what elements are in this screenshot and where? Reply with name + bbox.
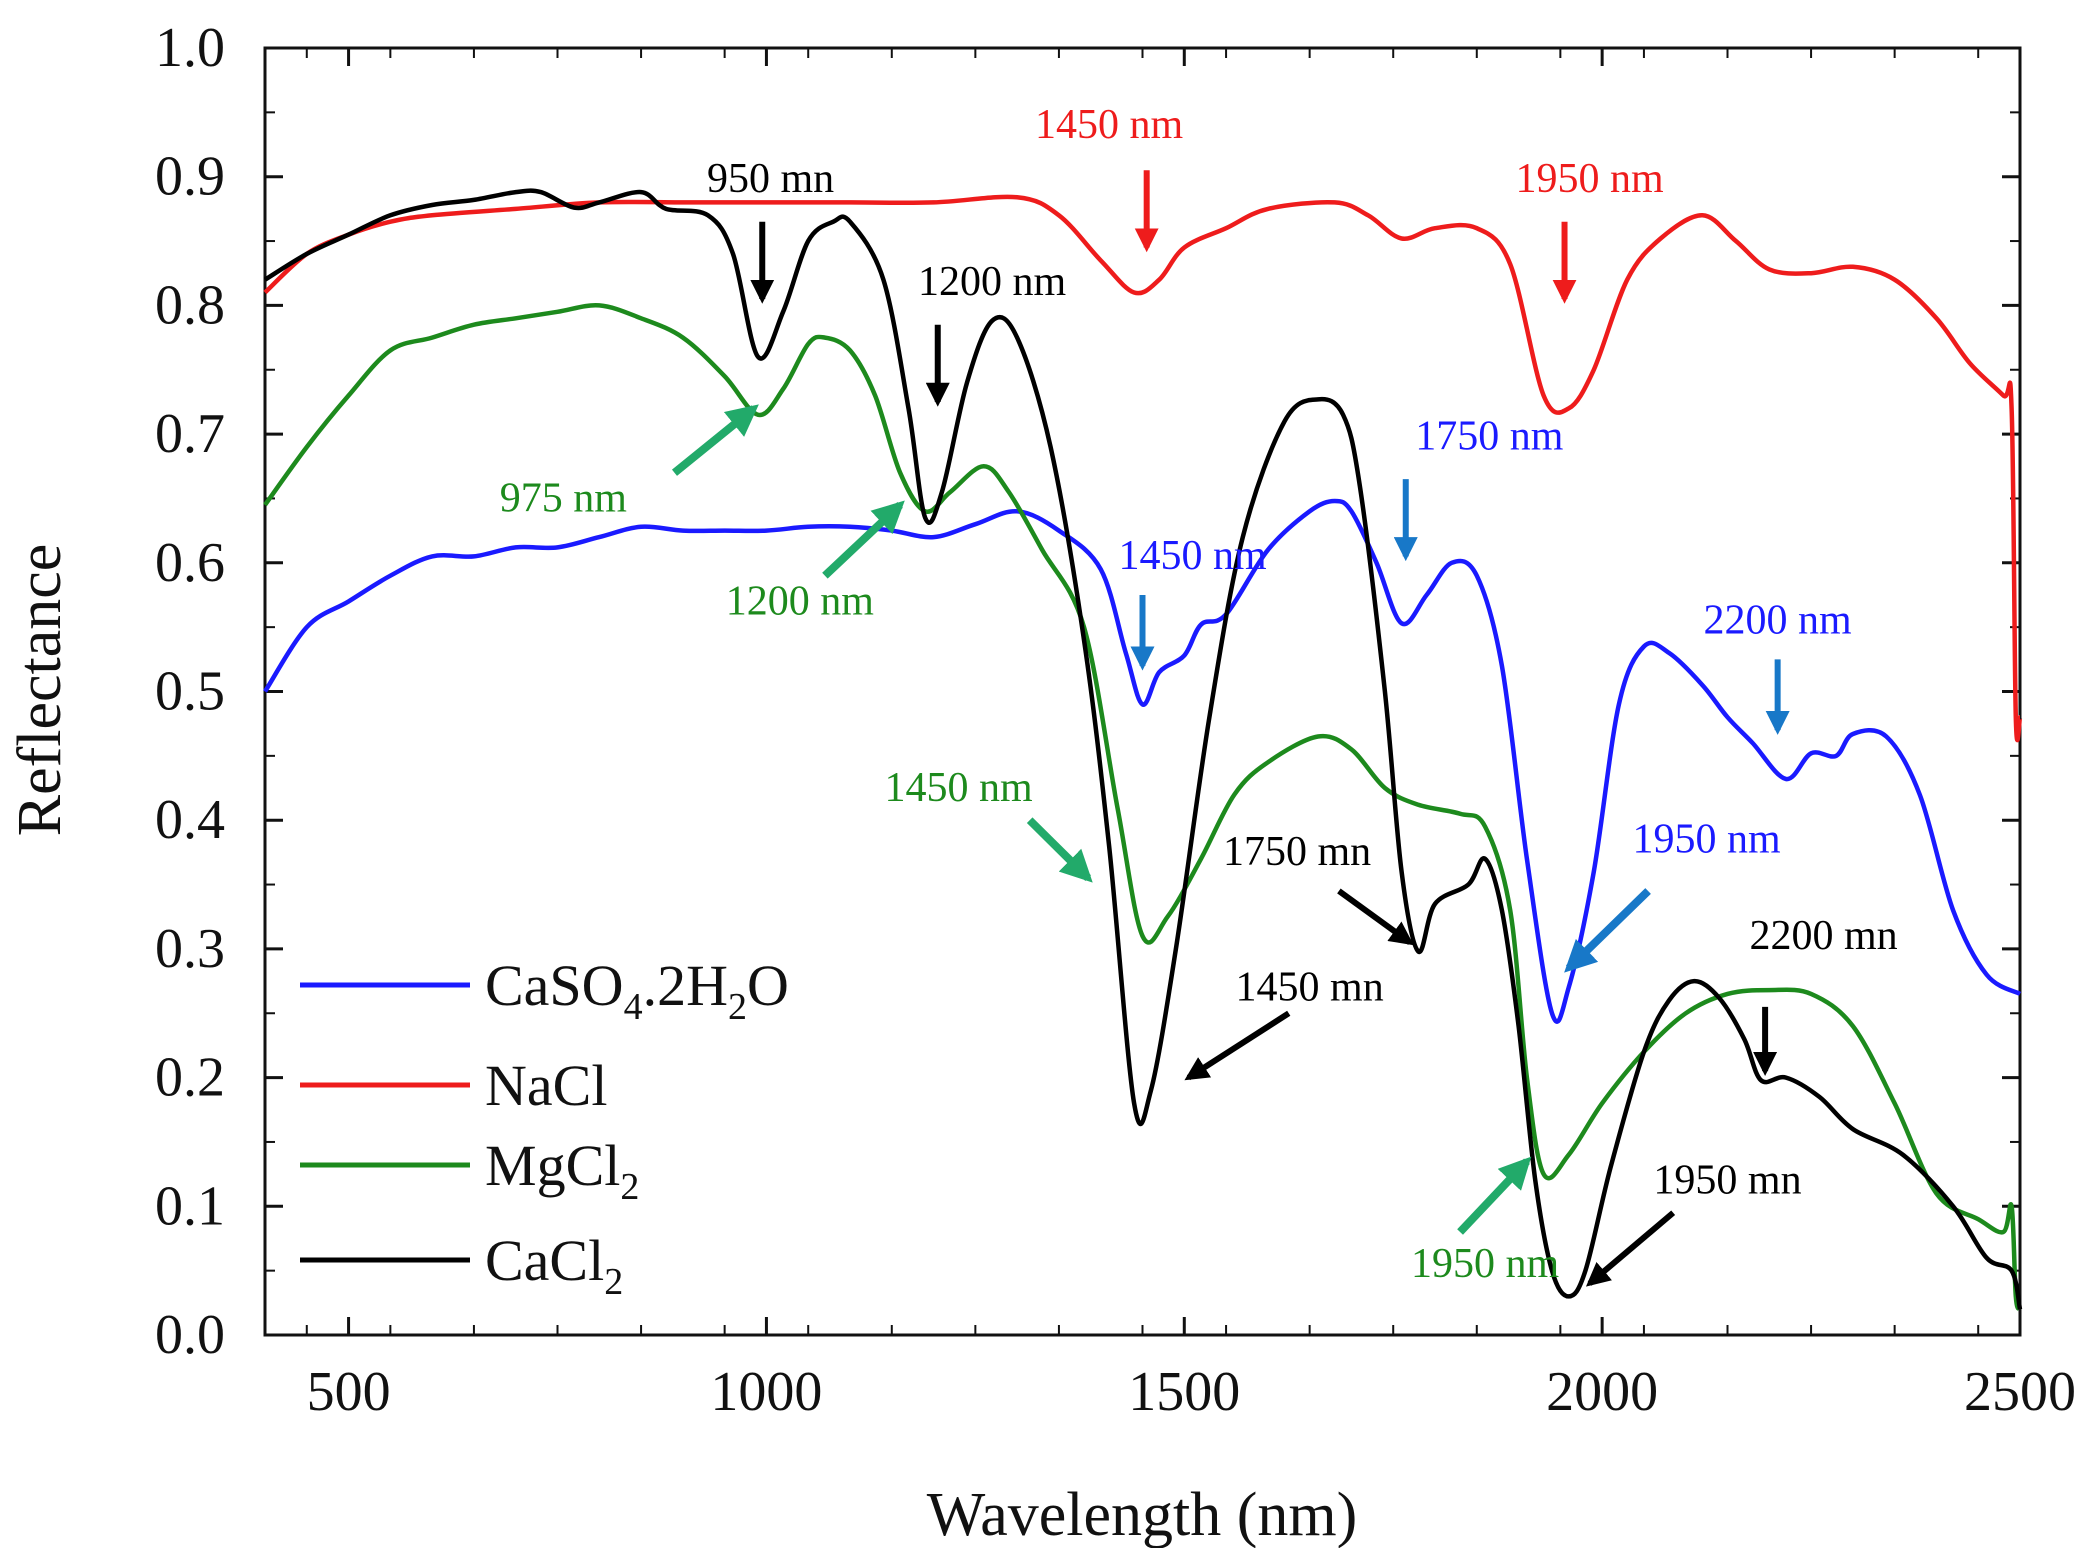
y-tick-label: 0.1 (155, 1175, 225, 1237)
annotation-label: 2200 nm (1704, 598, 1853, 644)
annotation-label: 975 nm (500, 475, 628, 521)
annotation-label: 1450 nm (1119, 533, 1268, 579)
annotation-label: 950 mn (707, 156, 834, 202)
annotation-arrow (1026, 817, 1093, 883)
y-tick-label: 1.0 (155, 17, 225, 79)
series-line-cacl2 (263, 188, 2023, 1310)
axis-ticks: 500 1000 1500 2000 2500 0.0 0.1 0.2 0.3 0.4 0.5 0.6… (155, 17, 2076, 1423)
legend-label-cacl2: CaCl2 (485, 1228, 623, 1303)
annotation-label: 1200 nm (918, 259, 1067, 305)
y-tick-label: 0.2 (155, 1047, 225, 1109)
annotation-label: 1750 mn (1223, 829, 1371, 875)
annotation-arrow (1337, 888, 1414, 946)
legend-label-mgcl2: MgCl2 (485, 1133, 639, 1208)
y-tick-label: 0.5 (155, 661, 225, 723)
annotation-label: 2200 mn (1750, 913, 1898, 959)
annotation-arrow (1457, 1156, 1532, 1235)
series-line-caso4-2h2o (263, 498, 2022, 1024)
legend-label-caso4: CaSO4.2H2O (485, 953, 789, 1028)
annotation-label: 1750 nm (1415, 414, 1564, 460)
legend: CaSO4.2H2O NaCl MgCl2 CaCl2 (300, 953, 789, 1303)
legend-label-nacl: NaCl (485, 1053, 607, 1118)
x-tick-label: 1000 (710, 1361, 822, 1423)
y-axis-title: Reflectance (6, 544, 74, 837)
series-line-nacl (263, 194, 2023, 743)
annotation-arrow (822, 500, 905, 579)
y-tick-label: 0.8 (155, 274, 225, 336)
annotation-arrow (1585, 1210, 1676, 1287)
annotation-label: 1950 nm (1411, 1241, 1560, 1287)
annotation-labels: 950 mn 1200 nm 1450 nm 1950 nm 1750 nm 1450 n… (500, 102, 1898, 1287)
annotation-arrow (1184, 1010, 1291, 1081)
y-tick-label: 0.6 (155, 532, 225, 594)
series-line-mgcl2 (263, 303, 2023, 1312)
y-tick-label: 0.7 (155, 403, 225, 465)
annotation-label: 1950 mn (1653, 1157, 1801, 1203)
y-tick-label: 0.0 (155, 1304, 225, 1366)
annotation-label: 1450 nm (1035, 102, 1184, 148)
annotation-label: 1950 nm (1516, 156, 1665, 202)
x-axis-title: Wavelength (nm) (927, 1481, 1358, 1548)
x-tick-label: 1500 (1128, 1361, 1240, 1423)
y-tick-label: 0.3 (155, 918, 225, 980)
annotation-label: 1450 nm (885, 765, 1034, 811)
annotation-arrow (671, 404, 759, 476)
annotation-label: 1450 mn (1236, 964, 1384, 1010)
annotation-label: 1950 nm (1633, 816, 1782, 862)
y-tick-label: 0.9 (155, 146, 225, 208)
annotation-arrow (1564, 888, 1651, 973)
x-tick-label: 2500 (1964, 1361, 2076, 1423)
x-tick-label: 2000 (1546, 1361, 1658, 1423)
annotation-arrows (671, 170, 1790, 1287)
y-tick-label: 0.4 (155, 789, 225, 851)
series-layer (263, 188, 2023, 1312)
annotation-label: 1200 nm (726, 578, 875, 624)
x-tick-label: 500 (307, 1361, 391, 1423)
